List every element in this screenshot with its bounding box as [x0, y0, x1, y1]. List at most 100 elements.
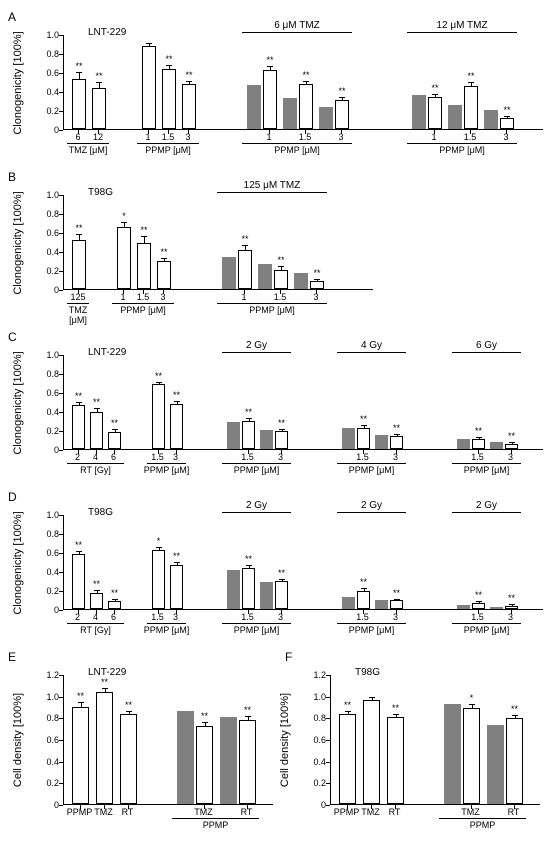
group-title: 2 Gy	[218, 340, 295, 351]
significance-marker: **	[426, 83, 444, 93]
group-title: 2 Gy	[448, 500, 525, 511]
y-axis-label: Cell density [100%]	[12, 680, 24, 800]
bar	[72, 79, 86, 129]
y-tick-mark	[326, 718, 330, 719]
x-group-underline	[67, 463, 124, 464]
error-cap	[242, 245, 248, 246]
error-cap	[126, 711, 132, 712]
group-title-line	[217, 192, 327, 193]
error-bar	[396, 715, 397, 717]
bar	[490, 442, 503, 449]
y-tick-mark	[326, 762, 330, 763]
x-group-label: RT [Gy]	[63, 625, 128, 635]
error-bar	[205, 723, 206, 726]
group-title-line	[407, 32, 517, 33]
bar	[120, 714, 137, 804]
x-group-underline	[222, 463, 291, 464]
significance-marker: **	[240, 554, 257, 564]
bar	[247, 85, 261, 129]
error-bar	[79, 552, 80, 554]
bar	[310, 281, 324, 289]
y-tick-mark	[59, 610, 63, 611]
bar	[227, 570, 240, 609]
panel-C: CLNT-229Clonogenicity [100%]************…	[8, 330, 553, 500]
error-bar	[270, 67, 271, 70]
x-tick-mark	[247, 805, 248, 809]
significance-marker: **	[70, 223, 88, 233]
error-bar	[249, 419, 250, 421]
x-group-underline	[67, 303, 89, 304]
y-tick-mark	[59, 130, 63, 131]
x-tick-mark	[478, 450, 479, 454]
significance-marker: **	[504, 704, 525, 714]
bar	[108, 601, 121, 609]
x-group-underline	[147, 623, 186, 624]
bar	[90, 412, 103, 449]
error-bar	[245, 246, 246, 250]
bar	[390, 600, 403, 609]
bar	[72, 405, 85, 449]
x-group-underline	[172, 818, 259, 819]
y-tick-mark	[59, 252, 63, 253]
x-group-underline	[337, 623, 406, 624]
error-cap	[339, 97, 345, 98]
error-bar	[317, 280, 318, 282]
y-tick-label: 0.6	[39, 228, 59, 238]
error-cap	[146, 43, 152, 44]
bar	[375, 435, 388, 449]
x-group-label: PPMP [μM]	[333, 465, 410, 475]
error-cap	[156, 547, 162, 548]
error-cap	[504, 116, 510, 117]
x-group-underline	[222, 623, 291, 624]
x-group-label: PPMP [μM]	[108, 305, 178, 315]
group-title-line	[222, 352, 291, 353]
error-cap	[303, 81, 309, 82]
bar	[117, 227, 131, 289]
x-tick-mark	[511, 450, 512, 454]
bar	[335, 100, 349, 129]
significance-marker: **	[118, 700, 139, 710]
error-cap	[394, 434, 400, 435]
error-cap	[509, 604, 515, 605]
bar	[222, 257, 236, 289]
y-tick-label: 1.0	[39, 692, 59, 702]
y-tick-label: 0	[39, 285, 59, 295]
error-bar	[79, 73, 80, 79]
x-group-label: PPMP [μM]	[448, 465, 525, 475]
error-bar	[507, 117, 508, 118]
panel-A: ALNT-229Clonogenicity [100%]************…	[8, 10, 553, 180]
x-tick-mark	[281, 450, 282, 454]
y-tick-label: 1.0	[39, 190, 59, 200]
error-cap	[112, 429, 118, 430]
significance-marker: **	[272, 255, 290, 265]
x-group-underline	[242, 143, 352, 144]
bar	[463, 708, 480, 804]
y-tick-mark	[59, 697, 63, 698]
y-axis-label: Clonogenicity [100%]	[12, 23, 24, 143]
plot-area: *********************	[63, 515, 543, 610]
x-tick-mark	[176, 610, 177, 614]
x-tick-mark	[80, 805, 81, 809]
error-bar	[397, 600, 398, 601]
y-tick-label: 1.2	[306, 670, 326, 680]
x-tick-mark	[168, 130, 169, 134]
error-bar	[397, 435, 398, 436]
error-cap	[469, 704, 475, 705]
y-tick-label: 0.6	[39, 68, 59, 78]
x-group-label: PPMP [μM]	[333, 625, 410, 635]
y-tick-label: 0	[39, 605, 59, 615]
y-tick-mark	[59, 412, 63, 413]
group-title: 2 Gy	[333, 500, 410, 511]
x-tick-mark	[98, 130, 99, 134]
y-tick-mark	[326, 697, 330, 698]
error-bar	[515, 716, 516, 718]
x-tick-mark	[280, 290, 281, 294]
error-bar	[149, 44, 150, 47]
significance-marker: **	[70, 540, 87, 550]
x-tick-mark	[347, 805, 348, 809]
significance-marker: **	[168, 551, 185, 561]
y-tick-label: 0.6	[39, 388, 59, 398]
y-axis-label: Clonogenicity [100%]	[12, 183, 24, 303]
y-tick-mark	[59, 572, 63, 573]
significance-marker: **	[503, 593, 520, 603]
